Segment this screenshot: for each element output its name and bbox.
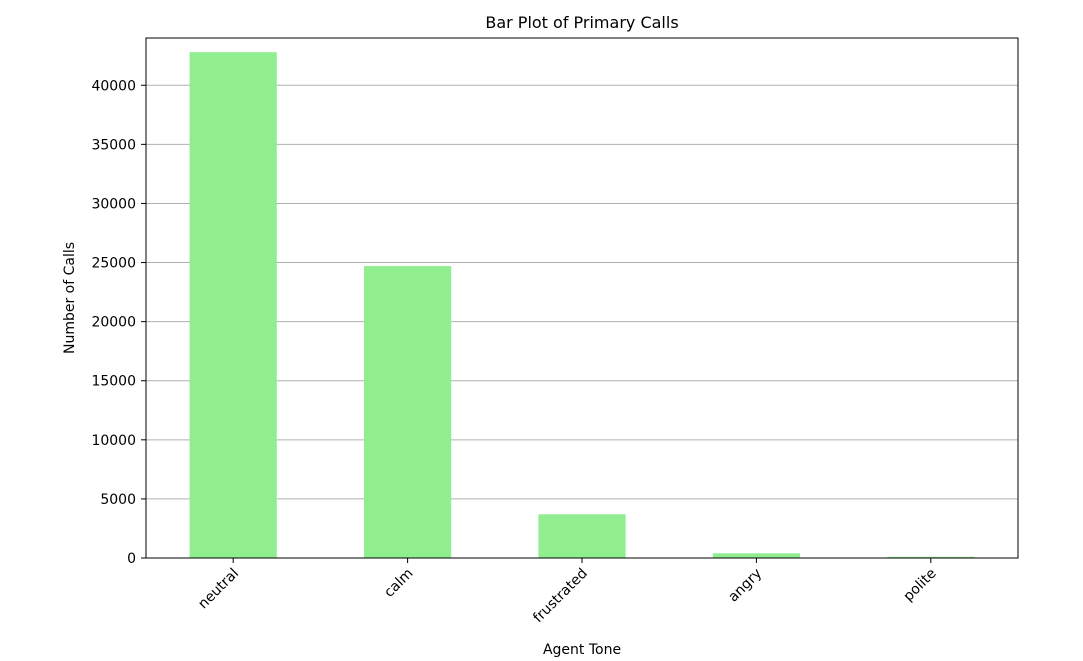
x-axis-label: Agent Tone <box>543 642 621 658</box>
y-axis-ticks: 0 5000 10000 15000 20000 25000 30000 35000 40000 <box>91 78 146 567</box>
bar-frustrated <box>538 514 626 558</box>
y-tick-label: 40000 <box>91 78 136 94</box>
y-tick-label: 20000 <box>91 315 136 331</box>
x-tick-label: neutral <box>195 566 242 613</box>
x-tick-label: polite <box>900 566 939 605</box>
grid-lines <box>146 84 1018 559</box>
chart-title: Bar Plot of Primary Calls <box>485 13 678 32</box>
y-tick-label: 5000 <box>100 492 136 508</box>
y-tick-label: 35000 <box>91 137 136 153</box>
y-tick-label: 15000 <box>91 374 136 390</box>
bar-polite <box>887 556 975 558</box>
x-tick-label: angry <box>725 566 765 606</box>
x-axis-ticks: neutral calm frustrated angry polite <box>195 558 940 627</box>
bar-angry <box>712 553 800 558</box>
x-tick-label: frustrated <box>530 566 591 627</box>
y-tick-label: 25000 <box>91 256 136 272</box>
bars <box>189 52 975 558</box>
bar-neutral <box>189 52 277 558</box>
y-tick-label: 30000 <box>91 196 136 212</box>
y-axis-label: Number of Calls <box>62 242 78 354</box>
x-tick-label: calm <box>381 566 416 601</box>
y-tick-label: 10000 <box>91 433 136 449</box>
y-tick-label: 0 <box>127 551 136 567</box>
bar-calm <box>364 266 452 558</box>
